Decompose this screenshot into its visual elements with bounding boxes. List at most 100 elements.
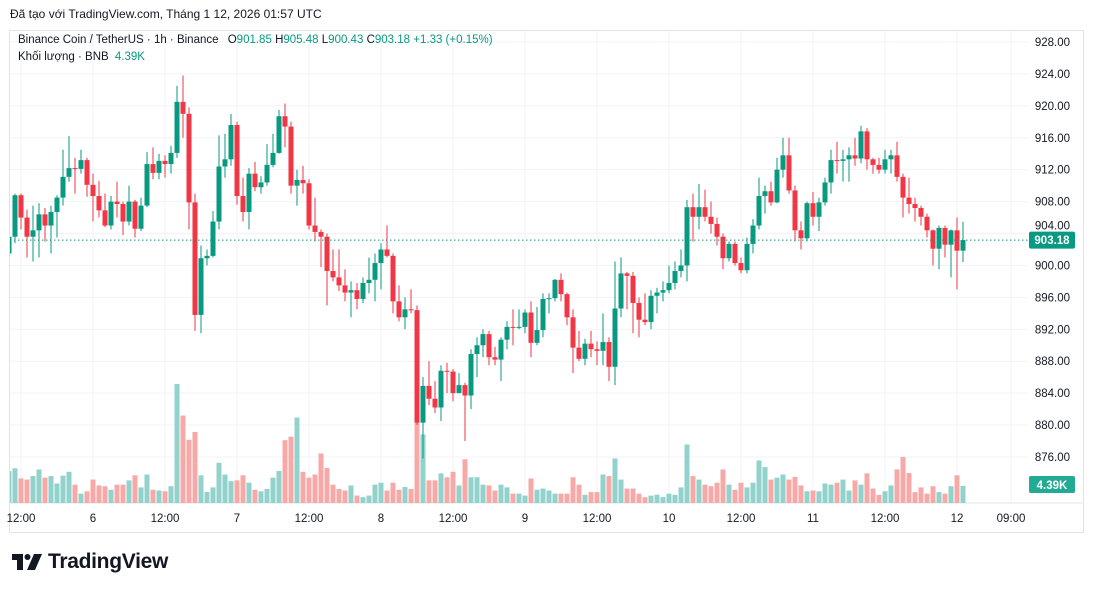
candle-body: [672, 271, 678, 283]
volume-bar: [222, 474, 228, 503]
candle-body: [60, 176, 66, 198]
volume-bar: [330, 484, 336, 503]
volume-bar: [870, 488, 876, 503]
candle-body: [744, 243, 750, 271]
candle: [354, 282, 360, 310]
volume-bar: [324, 467, 330, 503]
candle-body: [936, 227, 942, 249]
candle: [384, 225, 390, 258]
volume-bar: [276, 471, 282, 503]
candle: [150, 147, 156, 180]
candle: [174, 85, 180, 158]
candle-body: [264, 164, 270, 183]
candle-body: [654, 292, 660, 296]
volume-bar: [252, 489, 258, 503]
candle: [936, 225, 942, 270]
close-label: C: [366, 34, 375, 46]
candle-body: [762, 191, 768, 197]
open-value: 901.85: [236, 34, 272, 46]
volume-bar: [876, 494, 882, 503]
candle: [348, 281, 354, 318]
volume-bar: [858, 484, 864, 503]
volume-bar: [432, 480, 438, 503]
candle: [516, 309, 522, 330]
volume-bar: [72, 484, 78, 503]
candle-body: [132, 201, 138, 229]
close-value: 903.18: [374, 34, 411, 46]
candle: [846, 147, 852, 182]
candle: [378, 243, 384, 290]
candle: [918, 205, 924, 226]
volume-bar: [186, 439, 192, 503]
volume-bar: [318, 453, 324, 503]
candle-body: [504, 326, 510, 340]
candle: [180, 75, 186, 138]
volume-bar: [66, 471, 72, 503]
volume-bar: [552, 493, 558, 503]
volume-bar: [426, 480, 432, 503]
candle: [474, 337, 480, 378]
candle-body: [474, 345, 480, 355]
volume-bar: [378, 482, 384, 503]
candle: [270, 133, 276, 168]
candle-body: [552, 279, 558, 299]
volume-bar: [10, 471, 12, 503]
candle: [468, 349, 474, 410]
candle: [558, 273, 564, 302]
candle-body: [606, 342, 612, 367]
volume-bar: [366, 495, 372, 503]
price-axis[interactable]: 928.00 924.00 920.00 916.00 912.00 908.00 904.…: [1035, 37, 1070, 464]
candle: [786, 137, 792, 194]
volume-bar: [894, 469, 900, 503]
volume-bar: [414, 421, 420, 503]
volume-bar: [540, 488, 546, 503]
volume-bar: [912, 492, 918, 503]
candle: [912, 197, 918, 222]
candle-body: [840, 159, 846, 161]
symbol-title[interactable]: Binance Coin / TetherUS · 1h · Binance: [18, 34, 219, 46]
time-tick-label: 12: [951, 513, 964, 525]
candle-body: [402, 309, 408, 318]
candle-body: [78, 160, 84, 169]
volume-bar: [864, 473, 870, 503]
change-value: +1.33 (+0.15%): [413, 34, 493, 46]
candle-body: [708, 216, 714, 224]
candle-body: [582, 343, 588, 359]
volume-bar: [516, 493, 522, 503]
candle: [324, 233, 330, 306]
candle-body: [768, 191, 774, 203]
volume-bar: [12, 468, 18, 503]
candle: [72, 157, 78, 194]
volume-bar: [420, 434, 426, 503]
candle: [450, 369, 456, 402]
candle-body: [822, 182, 828, 203]
candle-body: [420, 385, 426, 423]
candle-body: [198, 258, 204, 315]
price-tick-label: 928.00: [1035, 37, 1070, 49]
candle-body: [384, 249, 390, 256]
candle: [888, 149, 894, 174]
volume-bar: [288, 436, 294, 503]
volume-bar: [132, 475, 138, 503]
last-volume-label: 4.39K: [1037, 480, 1068, 492]
candle-body: [66, 168, 72, 177]
volume-title[interactable]: Khối lượng · BNB: [18, 51, 109, 63]
volume-bar: [702, 484, 708, 503]
candle: [648, 290, 654, 330]
time-axis[interactable]: 12:00 6 12:00 7 12:00 8 12:00 9 12:00 10 12:00 11 12…: [7, 513, 1026, 525]
candle-body: [102, 210, 108, 226]
volume-bar: [96, 485, 102, 503]
volume-bar: [504, 487, 510, 503]
candle: [540, 293, 546, 338]
candle-body: [234, 124, 240, 197]
candle: [120, 201, 126, 236]
volume-bar: [624, 488, 630, 503]
candle: [18, 193, 24, 230]
tradingview-logo[interactable]: TradingView: [12, 550, 168, 574]
volume-bar: [582, 494, 588, 503]
candle: [252, 161, 258, 192]
candle-body: [252, 173, 258, 188]
candle-body: [492, 357, 498, 360]
chart-frame: [9, 30, 1084, 533]
